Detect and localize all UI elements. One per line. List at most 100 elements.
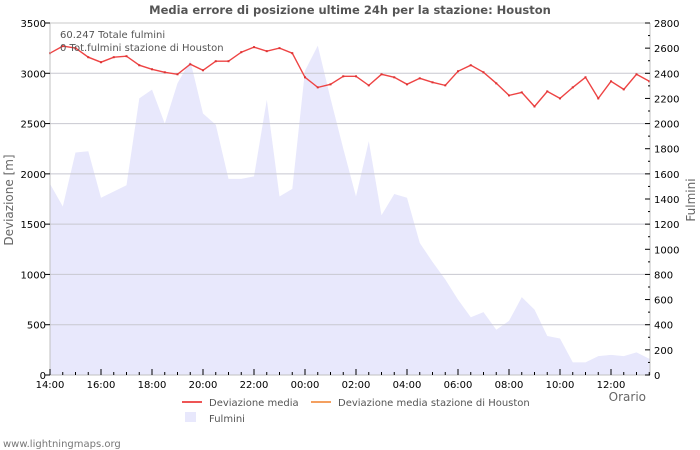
data-point <box>253 46 255 49</box>
chart-title: Media errore di posizione ultime 24h per… <box>149 3 551 17</box>
y-axis-left-label: Deviazione [m] <box>2 154 16 245</box>
data-point <box>316 86 319 89</box>
data-point <box>418 77 421 80</box>
data-point <box>367 84 370 87</box>
y-tick-label-right: 2400 <box>654 69 679 80</box>
y-tick-label-right: 2200 <box>654 94 679 105</box>
data-point <box>304 76 306 79</box>
x-tick-label: 14:00 <box>36 380 65 391</box>
y-tick-label-right: 1000 <box>654 245 679 256</box>
y-tick-label-left: 1000 <box>21 270 46 281</box>
y-tick-label-right: 1600 <box>654 170 679 181</box>
x-tick-label: 20:00 <box>189 380 218 391</box>
data-point <box>533 105 536 108</box>
data-point <box>112 56 115 59</box>
data-point <box>329 83 332 86</box>
series-line <box>49 45 650 108</box>
data-point <box>457 70 459 73</box>
data-point <box>584 76 587 79</box>
data-point <box>74 47 77 50</box>
data-point <box>610 80 612 83</box>
deviazione-media-line <box>49 45 651 108</box>
y-tick-label-right: 1200 <box>654 220 679 231</box>
data-point <box>469 64 472 67</box>
legend: Deviazione media Deviazione media stazio… <box>182 398 530 425</box>
y-tick-label-left: 2000 <box>21 170 46 181</box>
data-point <box>495 82 498 85</box>
data-point <box>214 60 217 63</box>
data-point <box>355 75 357 78</box>
legend-swatch-line-orange <box>311 401 331 403</box>
y-tick-label-left: 2500 <box>21 120 46 131</box>
legend-label: Deviazione media <box>209 398 299 409</box>
legend-label: Deviazione media stazione di Houston <box>338 398 530 409</box>
data-point <box>444 84 447 87</box>
x-axis-label: Orario <box>609 390 646 404</box>
data-point <box>125 55 128 58</box>
data-point <box>508 94 510 97</box>
data-point <box>635 73 638 76</box>
data-point <box>406 83 408 86</box>
legend-item-deviazione-stazione[interactable]: Deviazione media stazione di Houston <box>311 398 530 409</box>
data-point <box>648 80 651 83</box>
data-point <box>380 73 383 76</box>
y-tick-label-right: 800 <box>654 270 673 281</box>
data-point <box>227 60 230 63</box>
legend-swatch-area <box>185 412 196 422</box>
data-point <box>520 91 523 94</box>
data-point <box>559 97 561 100</box>
legend-item-deviazione-media[interactable]: Deviazione media <box>182 398 299 409</box>
annotation-station-strikes: 0 Tot.fulmini stazione di Houston <box>60 43 224 54</box>
data-point <box>265 50 268 53</box>
y-tick-label-right: 200 <box>654 346 673 357</box>
data-point <box>597 97 600 100</box>
y-tick-label-right: 0 <box>654 371 660 382</box>
x-tick-label: 16:00 <box>87 380 116 391</box>
y-tick-label-left: 3500 <box>21 19 46 30</box>
y-tick-label-right: 400 <box>654 321 673 332</box>
site-credit: www.lightningmaps.org <box>3 439 121 450</box>
y-tick-label-left: 1500 <box>21 220 46 231</box>
data-point <box>87 56 90 59</box>
x-tick-label: 02:00 <box>342 380 371 391</box>
y-axis-right-label: Fulmini <box>684 178 698 221</box>
x-tick-label: 18:00 <box>138 380 167 391</box>
x-tick-label: 12:00 <box>597 380 626 391</box>
y-tick-label-right: 2600 <box>654 44 679 55</box>
x-tick-label: 00:00 <box>291 380 320 391</box>
data-point <box>393 76 396 79</box>
data-point <box>176 73 179 76</box>
data-point <box>240 51 243 54</box>
axes: 0 500 1000 1500 2000 2500 3000 3500 0 200 400 600 80… <box>21 19 680 391</box>
data-point <box>151 68 153 71</box>
y-tick-label-right: 2800 <box>654 19 679 30</box>
data-point <box>291 52 294 55</box>
y-tick-label-right: 1800 <box>654 145 679 156</box>
y-tick-label-right: 1400 <box>654 195 679 206</box>
data-point <box>138 64 141 67</box>
x-tick-label: 06:00 <box>444 380 473 391</box>
y-tick-label-left: 500 <box>27 321 46 332</box>
data-point <box>622 88 625 91</box>
data-point <box>546 90 549 93</box>
y-tick-label-right: 600 <box>654 296 673 307</box>
data-point <box>163 71 166 74</box>
legend-item-fulmini[interactable]: Fulmini <box>185 412 245 425</box>
legend-label: Fulmini <box>209 414 245 425</box>
legend-swatch-line-red <box>182 401 202 403</box>
x-tick-label: 04:00 <box>393 380 422 391</box>
x-tick-label: 08:00 <box>495 380 524 391</box>
data-point <box>61 45 64 48</box>
data-point <box>482 71 485 74</box>
fulmini-area <box>50 45 650 375</box>
fulmini-area-path <box>50 45 650 375</box>
y-tick-label-left: 3000 <box>21 69 46 80</box>
data-point <box>278 47 281 50</box>
x-tick-label: 10:00 <box>546 380 575 391</box>
x-tick-label: 22:00 <box>240 380 269 391</box>
data-point <box>100 61 102 64</box>
data-point <box>189 63 192 66</box>
data-point <box>571 86 574 89</box>
data-point <box>342 75 345 78</box>
